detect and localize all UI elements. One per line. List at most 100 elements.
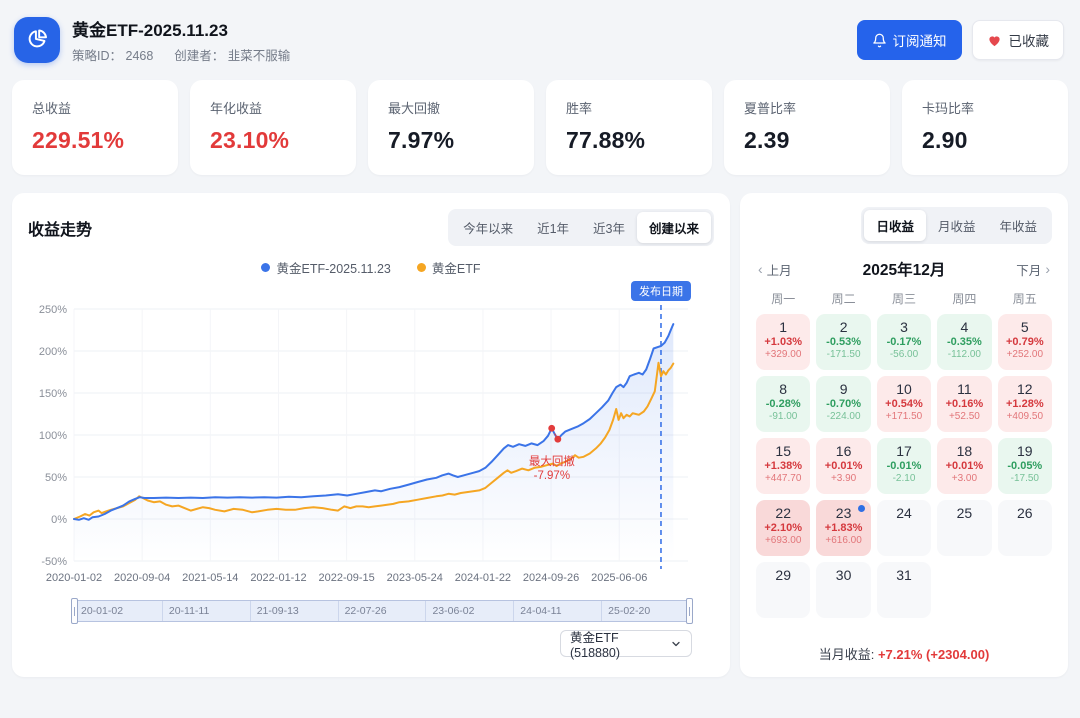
day-number: 23 — [835, 505, 852, 521]
stat-label: 胜率 — [566, 101, 593, 116]
day-number: 12 — [1017, 381, 1033, 397]
tab-range-ytd[interactable]: 今年以来 — [463, 222, 514, 236]
day-return-pct: +1.28% — [1005, 398, 1044, 410]
tab-range-3y[interactable]: 近3年 — [593, 222, 625, 236]
day-number: 26 — [1017, 505, 1033, 521]
day-number: 30 — [835, 567, 852, 583]
calendar-day-cell[interactable]: 3 -0.17% -56.00 — [876, 314, 932, 370]
stat-value: 77.88% — [566, 127, 646, 153]
day-number: 24 — [896, 505, 912, 521]
chevron-left-icon: ‹ — [758, 261, 763, 277]
y-axis-tick: 50% — [45, 472, 67, 484]
day-number: 22 — [775, 505, 791, 521]
day-number: 10 — [896, 381, 912, 397]
day-return-pct: +0.01% — [824, 460, 863, 472]
calendar-day-cell[interactable]: 10 +0.54% +171.50 — [876, 376, 932, 432]
stat-label: 年化收益 — [210, 101, 263, 116]
calendar-day-cell[interactable]: 9 -0.70% -224.00 — [816, 376, 871, 432]
tab-range-inception[interactable]: 创建以来 — [636, 212, 711, 243]
weekday-label: 周四 — [952, 292, 977, 306]
day-return-pct: -0.01% — [886, 460, 922, 472]
day-return-amount: +693.00 — [764, 535, 802, 546]
calendar-day-cell[interactable]: 4 -0.35% -112.00 — [937, 314, 992, 370]
day-return-pct: -0.05% — [1007, 460, 1043, 472]
day-return-pct: +2.10% — [764, 522, 802, 534]
calendar-day-cell[interactable]: 31 — [876, 562, 932, 618]
page-title: 黄金ETF-2025.11.23 — [72, 21, 228, 40]
publish-date-badge — [630, 281, 691, 301]
day-return-amount: -224.00 — [826, 411, 861, 422]
stat-card-annual-return: 年化收益 23.10% — [190, 80, 356, 175]
day-return-pct: +0.79% — [1005, 336, 1044, 348]
calendar-day-cell[interactable]: 29 — [756, 562, 811, 618]
calendar-day-cell[interactable]: 23 +1.83% +616.00 — [816, 500, 871, 556]
legend-item-strategy: 黄金ETF-2025.11.23 — [261, 258, 391, 277]
calendar-day-cell[interactable]: 22 +2.10% +693.00 — [756, 500, 811, 556]
calendar-day-cell[interactable]: 26 — [997, 500, 1052, 556]
day-return-amount: +616.00 — [825, 535, 862, 546]
page-header: 黄金ETF-2025.11.23 策略ID： 2468 创建者： 韭菜不服输 订… — [0, 0, 1080, 72]
weekday-label: 周二 — [831, 292, 856, 306]
drawdown-peak-dot — [548, 424, 556, 432]
day-return-amount: +409.50 — [1006, 411, 1044, 422]
favorite-button[interactable]: 已收藏 — [971, 20, 1064, 60]
prev-month-button[interactable]: ‹ 上月 — [758, 260, 792, 279]
day-number: 5 — [1020, 319, 1029, 335]
daily-return-calendar-panel: 日收益 月收益 年收益 ‹ 上月 2025年12月 下月 › 周一 周二 周三 周四周… — [740, 193, 1068, 677]
stat-value: 229.51% — [32, 127, 125, 153]
day-return-amount: +329.00 — [764, 349, 802, 360]
calendar-day-cell[interactable]: 19 -0.05% -17.50 — [997, 438, 1052, 494]
tab-monthly-return[interactable]: 月收益 — [937, 220, 976, 234]
next-month-button[interactable]: 下月 › — [1016, 260, 1050, 279]
stat-value: 7.97% — [388, 127, 455, 153]
slider-date-label: 24-04-11 — [514, 601, 603, 621]
calendar-day-cell[interactable]: 15 +1.38% +447.70 — [756, 438, 811, 494]
day-return-pct: -0.17% — [886, 336, 922, 348]
calendar-day-cell[interactable]: 8 -0.28% -91.00 — [756, 376, 811, 432]
day-return-pct: -0.70% — [826, 398, 862, 410]
slider-handle-right[interactable] — [686, 598, 693, 624]
strategy-id-label: 策略ID： — [72, 49, 123, 63]
legend-label: 黄金ETF-2025.11.23 — [276, 262, 391, 276]
y-axis-tick: 100% — [39, 430, 67, 442]
drawdown-value: -7.97% — [534, 470, 570, 482]
calendar-day-cell[interactable]: 17 -0.01% -2.10 — [876, 438, 932, 494]
calendar-day-cell[interactable]: 1 +1.03% +329.00 — [756, 314, 811, 370]
calendar-day-cell[interactable]: 24 — [876, 500, 932, 556]
tab-yearly-return[interactable]: 年收益 — [999, 220, 1037, 234]
calendar-day-cell[interactable]: 11 +0.16% +52.50 — [937, 376, 992, 432]
calendar-day-cell[interactable]: 16 +0.01% +3.90 — [816, 438, 871, 494]
benchmark-select[interactable]: 黄金ETF (518880) — [560, 630, 692, 660]
benchmark-line — [73, 361, 675, 520]
tab-daily-return[interactable]: 日收益 — [864, 210, 926, 241]
day-number: 31 — [896, 567, 912, 583]
day-return-amount: +52.50 — [948, 411, 980, 422]
month-return-footer: 当月收益: +7.21% (+2304.00) — [756, 644, 1052, 665]
day-return-pct: +0.54% — [885, 398, 923, 410]
today-marker-dot — [857, 505, 865, 512]
calendar-month-title: 2025年12月 — [862, 262, 946, 279]
drawdown-label: 最大回撤 — [529, 454, 575, 468]
tab-range-1y[interactable]: 近1年 — [537, 222, 570, 236]
calendar-day-cell[interactable]: 25 — [937, 500, 992, 556]
calendar-empty-slot — [998, 562, 1052, 618]
calendar-day-cell[interactable]: 18 +0.01% +3.00 — [937, 438, 992, 494]
prev-month-label: 上月 — [766, 263, 792, 278]
date-range-slider[interactable]: 20-01-02 20-11-11 21-09-13 22-07-26 23-06-02… — [71, 598, 693, 624]
strategy-id-value: 2468 — [125, 49, 154, 63]
calendar-day-cell[interactable]: 5 +0.79% +252.00 — [997, 314, 1052, 370]
chevron-down-icon — [670, 638, 682, 650]
next-month-label: 下月 — [1016, 263, 1042, 278]
calendar-empty-slot — [937, 562, 991, 618]
slider-handle-left[interactable] — [71, 598, 78, 624]
calendar-day-cell[interactable]: 12 +1.28% +409.50 — [997, 376, 1052, 432]
subscribe-button[interactable]: 订阅通知 — [856, 20, 962, 60]
weekday-label: 周一 — [771, 292, 796, 306]
slider-date-label: 20-11-11 — [163, 601, 251, 621]
calendar-day-cell[interactable]: 2 -0.53% -171.50 — [816, 314, 871, 370]
stat-card-calmar: 卡玛比率 2.90 — [902, 80, 1068, 175]
calendar-day-cell[interactable]: 30 — [816, 562, 871, 618]
return-trend-chart[interactable]: 250% 200% 150% 100% 50% 0% -50% 2020-01-02 2020-… — [28, 279, 714, 598]
stat-label: 最大回撤 — [388, 101, 441, 116]
x-axis-tick: 2020-09-04 — [114, 572, 170, 584]
